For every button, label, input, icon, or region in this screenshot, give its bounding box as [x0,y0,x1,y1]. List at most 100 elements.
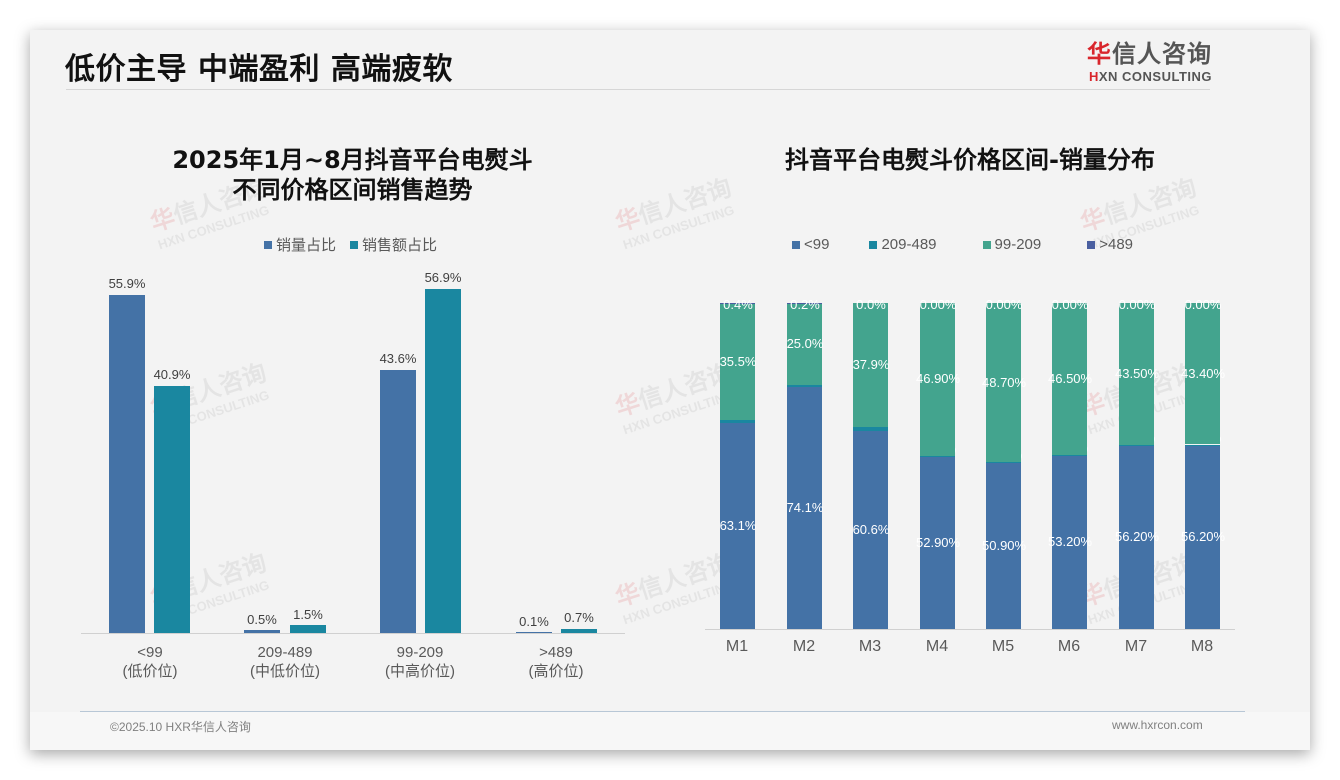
segment-label: 0.0% [856,297,886,312]
bar-volume-209-489 [244,630,280,633]
bar-revenue-gt489 [561,629,597,633]
month-label: M8 [1190,638,1214,655]
bar-segment [920,456,955,629]
right-chart-legend: <99 209-489 99-209 >489 [792,236,1147,253]
stacked-bar-m3: 60.6%1.4%37.9%0.0% [853,297,889,629]
segment-label: 0.00% [919,297,957,312]
bar-segment [720,420,755,424]
category-label: >489 (高价位) [528,644,584,680]
month-label: M1 [725,638,749,655]
segment-label: 43.50% [1115,365,1159,381]
segment-label: 63.1% [719,518,757,534]
value-label: 40.9% [153,367,191,382]
bar-segment [1185,303,1220,445]
left-chart-legend: 销量占比 销售额占比 [264,234,451,255]
segment-label: 0.00% [1051,297,1089,312]
bar-segment [920,303,955,456]
segment-label: 0.4% [723,297,753,312]
bar-segment [720,423,755,629]
slide [30,30,1310,750]
bar-segment [920,455,955,457]
legend-item-209-489: 209-489 [869,236,937,253]
legend-item-gt489: >489 [1087,236,1133,253]
stacked-bar-m8: 56.20%0.40%43.40%0.00% [1181,297,1225,629]
x-axis [705,629,1235,630]
legend-item-volume: 销量占比 [264,234,336,255]
stacked-bar-m4: 52.90%0.20%46.90%0.00% [916,297,960,629]
stacked-bar-m1: 63.1%1.0%35.5%0.4% [720,297,756,629]
segment-label: 50.90% [982,538,1026,554]
bar-segment [1119,303,1154,445]
bar-segment [1185,445,1220,629]
bar-segment [1185,444,1220,446]
segment-label: 46.90% [916,371,960,387]
bar-revenue-99-209 [425,289,461,633]
segment-label: 56.20% [1181,529,1225,545]
month-label: M6 [1057,638,1081,655]
category-label: 209-489 (中低价位) [250,644,320,680]
value-label: 0.1% [519,614,549,629]
category-label: <99 (低价位) [122,644,178,680]
logo-en-red: H [1088,69,1099,84]
bar-revenue-209-489 [290,625,326,633]
bar-segment [986,462,1021,464]
legend-item-99-209: 99-209 [982,236,1041,253]
legend-item-revenue: 销售额占比 [350,234,437,255]
legend-swatch [264,240,272,249]
bar-segment [986,303,1021,463]
segment-label: 48.70% [982,374,1026,390]
segment-label: 46.50% [1048,370,1092,386]
month-label: M7 [1124,638,1148,655]
month-label: M4 [925,638,949,655]
segment-label: 0.00% [985,297,1023,312]
month-label: M3 [858,638,882,655]
segment-label: 37.9% [852,357,890,373]
footer [30,712,1310,750]
segment-label: 0.00% [1118,297,1156,312]
bar-segment [1052,454,1087,456]
segment-label: 0.2% [790,297,820,312]
header-divider [66,89,1210,90]
website-text: www.hxrcon.com [1112,718,1203,732]
bar-segment [787,303,822,304]
bar-volume-gt489 [516,632,552,633]
bar-revenue-lt99 [154,386,190,633]
segment-label: 56.20% [1115,529,1159,545]
bar-segment [1052,303,1087,455]
stacked-bar-m7: 56.20%0.30%43.50%0.00% [1115,297,1159,629]
bar-segment [853,431,888,629]
segment-label: 74.1% [786,500,824,516]
right-chart-title: 抖音平台电熨斗价格区间-销量分布 [785,146,1155,174]
logo-cn-red: 华 [1087,40,1112,68]
stacked-bar-m5: 50.90%0.30%48.70%0.00% [982,297,1026,629]
bar-segment [787,303,822,386]
bar-segment [787,387,822,629]
company-logo: 华信人咨询 HXN CONSULTING [1082,34,1212,84]
value-label: 1.5% [293,607,323,622]
segment-label: 35.5% [719,354,757,370]
bar-segment [1119,444,1154,446]
bar-volume-lt99 [109,295,145,633]
stacked-bar-m2: 74.1%0.7%25.0%0.2% [787,297,823,629]
month-label: M2 [792,638,816,655]
value-label: 43.6% [379,351,417,366]
left-chart-title: 2025年1月~8月抖音平台电熨斗 不同价格区间销售趋势 [172,146,533,204]
legend-swatch [350,240,359,249]
segment-label: 25.0% [786,336,824,352]
logo-cn-text: 信人咨询 [1112,40,1212,68]
segment-label: 52.90% [916,534,960,550]
segment-label: 0.00% [1184,297,1222,312]
value-label: 55.9% [108,276,146,291]
category-label: 99-209 (中高价位) [385,644,455,680]
bar-segment [720,304,755,421]
bar-segment [986,463,1021,629]
bar-segment [1119,445,1154,629]
segment-label: 43.40% [1181,365,1225,381]
value-label: 56.9% [424,270,462,285]
stacked-bar-m6: 53.20%0.30%46.50%0.00% [1048,297,1092,629]
month-label: M5 [991,638,1015,655]
x-axis [81,633,625,634]
bar-segment [720,303,755,305]
segment-label: 53.20% [1048,534,1092,550]
segment-label: 60.6% [852,522,890,538]
